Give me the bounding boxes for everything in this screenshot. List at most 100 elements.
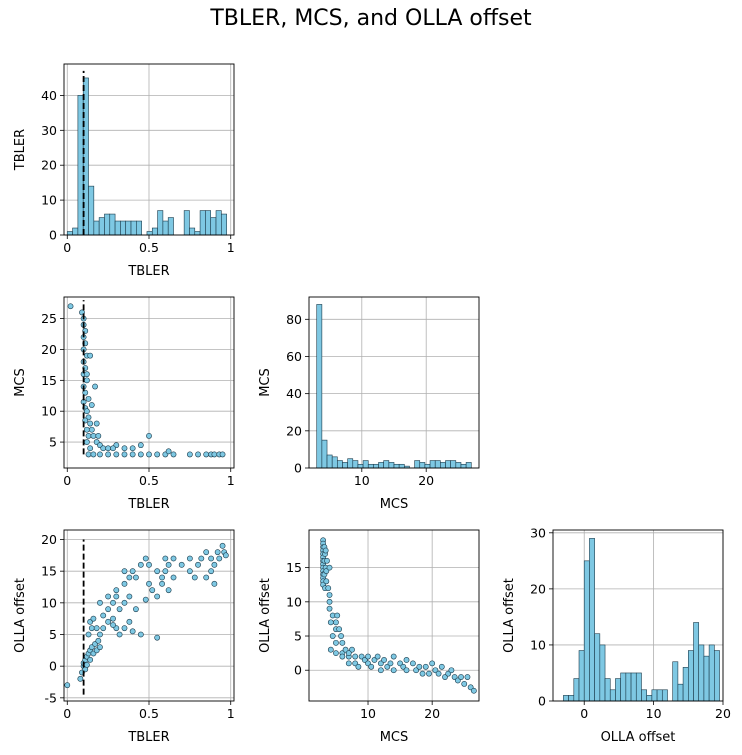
subplot-olla_vs_tbler: 0 0.5 1 -5 0 5 10 15 20 TBLER OLLA offset	[13, 529, 235, 745]
scatter-point	[333, 650, 339, 657]
scatter-point	[203, 451, 210, 458]
histogram-bar	[568, 695, 575, 702]
histogram-bar	[104, 213, 111, 236]
scatter-point	[429, 660, 436, 667]
histogram-bar	[146, 231, 153, 236]
scatter-point	[419, 670, 426, 677]
scatter-point	[186, 555, 193, 562]
scatter-point	[88, 402, 95, 408]
y-tick-label: 0	[294, 663, 302, 678]
histogram-bar	[367, 463, 374, 469]
scatter-point	[339, 639, 346, 646]
y-tick-label: 25	[41, 311, 57, 326]
histogram-bar	[625, 672, 632, 702]
scatter-point	[129, 628, 136, 635]
scatter-point	[142, 555, 149, 562]
scatter-point	[100, 445, 107, 452]
scatter-point	[329, 633, 336, 639]
y-tick-label: 10	[41, 193, 57, 208]
scatter-point	[100, 612, 107, 619]
x-axis-label: TBLER	[127, 730, 169, 745]
x-tick-label: 0	[63, 706, 71, 721]
scatter-point	[162, 568, 169, 575]
scatter-point	[464, 674, 471, 680]
histogram-bar	[635, 672, 642, 702]
scatter-point	[461, 681, 468, 687]
scatter-point	[121, 580, 128, 587]
scatter-point	[159, 574, 165, 581]
scatter-point	[110, 622, 116, 628]
histogram-bar	[331, 456, 338, 469]
scatter-point	[154, 634, 161, 641]
figure-title: TBLER, MCS, and OLLA offset	[210, 6, 532, 31]
scatter-point	[121, 451, 128, 458]
histogram-bar	[398, 463, 405, 469]
histogram-bar	[183, 210, 190, 236]
y-axis-label: MCS	[13, 368, 28, 397]
x-tick-label: 0.5	[139, 473, 159, 488]
x-tick-label: 20	[418, 473, 434, 488]
y-tick-label: 5	[49, 627, 57, 642]
x-axis-label: TBLER	[127, 497, 169, 512]
histogram-bar	[221, 213, 227, 236]
y-tick-label: 10	[530, 637, 546, 652]
histogram-bar	[698, 644, 705, 702]
scatter-point	[146, 451, 152, 458]
histogram-bar	[373, 463, 379, 469]
scatter-point	[129, 568, 136, 575]
scatter-point	[381, 657, 387, 663]
y-tick-label: 0	[49, 659, 57, 674]
scatter-point	[165, 448, 172, 455]
x-tick-label: 10	[360, 706, 376, 721]
y-tick-label: 80	[286, 312, 302, 327]
scatter-point	[87, 352, 94, 359]
scatter-point	[336, 626, 343, 633]
x-tick-label: 1	[227, 473, 235, 488]
scatter-point	[105, 606, 112, 613]
y-tick-label: 15	[41, 373, 57, 388]
histogram-bar	[77, 95, 84, 236]
histogram-bar	[703, 655, 710, 702]
histogram-bar	[630, 672, 637, 702]
scatter-point	[121, 568, 128, 575]
scatter-point	[64, 682, 71, 689]
scatter-point	[333, 619, 339, 626]
scatter-point	[85, 432, 92, 439]
histogram-bar	[362, 460, 369, 469]
y-axis-label: OLLA offset	[502, 578, 517, 653]
histogram-bar	[393, 463, 400, 469]
histogram-bar	[210, 217, 217, 236]
histogram-bar	[88, 185, 95, 236]
scatter-point	[390, 653, 397, 660]
x-tick-label: 1	[227, 240, 235, 255]
scatter-point	[448, 667, 455, 674]
histogram-bar	[205, 210, 212, 236]
subplot-olla_vs_mcs: 10 20 0 5 10 15 MCS OLLA offset	[258, 529, 480, 745]
scatter-point	[422, 663, 429, 670]
scatter-point	[83, 426, 90, 433]
scatter-point	[222, 552, 229, 559]
histogram-bar	[450, 460, 457, 469]
scatter-point	[195, 561, 201, 568]
histogram-bar	[378, 462, 384, 469]
scatter-point	[368, 663, 375, 670]
scatter-point	[97, 451, 103, 458]
scatter-point	[326, 592, 333, 598]
scatter-point	[154, 451, 161, 458]
histogram-bar	[66, 231, 73, 236]
scatter-point	[219, 542, 226, 549]
histogram-bar	[460, 463, 467, 469]
scatter-point	[90, 432, 97, 439]
histogram-bar	[672, 661, 679, 702]
scatter-point	[338, 633, 344, 639]
histogram-bar	[321, 439, 328, 469]
x-tick-label: 10	[646, 706, 662, 721]
scatter-point	[216, 555, 223, 562]
scatter-point	[203, 549, 210, 556]
scatter-point	[129, 451, 136, 458]
y-tick-label: 20	[286, 423, 302, 438]
scatter-point	[149, 587, 156, 594]
y-tick-label: 0	[49, 228, 57, 243]
scatter-point	[333, 639, 339, 646]
scatter-point	[323, 578, 330, 585]
